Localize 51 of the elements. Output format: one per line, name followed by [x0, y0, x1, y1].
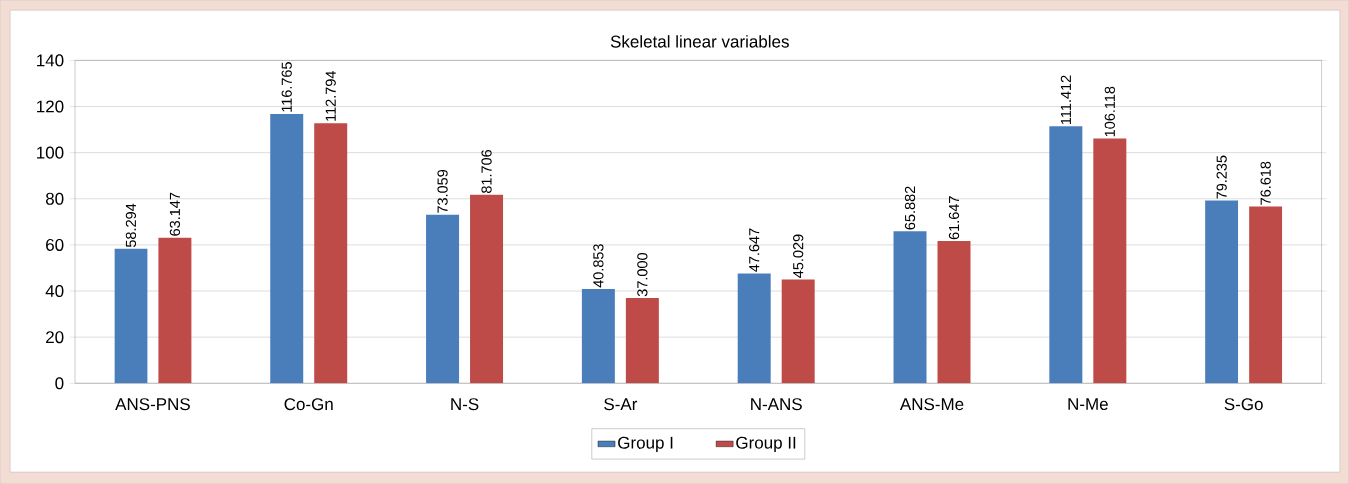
y-tick-label: 40: [45, 284, 64, 297]
bar: [937, 240, 971, 384]
legend-label: Group II: [736, 436, 796, 452]
bar: [781, 279, 815, 384]
x-tick-label: S-Ar: [604, 398, 638, 411]
bar: [737, 273, 771, 384]
data-label: 112.794: [325, 70, 336, 121]
bar: [270, 113, 304, 384]
bar: [114, 248, 148, 384]
bar: [893, 231, 927, 384]
data-label: 65.882: [904, 186, 916, 230]
data-label: 63.147: [169, 192, 181, 236]
x-tick-label: N-Me: [1068, 398, 1108, 410]
y-tick-label: 20: [46, 331, 64, 344]
bar: [470, 194, 504, 384]
data-label: 45.029: [793, 234, 804, 278]
y-tick-label: 60: [46, 238, 64, 251]
bar: [581, 288, 615, 384]
y-tick-label: 120: [37, 100, 64, 113]
bar: [158, 237, 192, 384]
data-label: 37.000: [637, 252, 648, 297]
y-tick-label: 80: [45, 192, 64, 205]
data-label: 73.059: [437, 169, 448, 213]
bar: [314, 123, 348, 384]
bar: [426, 214, 460, 384]
bar: [1205, 200, 1239, 384]
x-tick-label: S-Go: [1224, 398, 1263, 411]
data-label: 81.706: [481, 149, 492, 193]
y-tick-label: 100: [37, 146, 64, 159]
data-label: 76.618: [1260, 161, 1271, 205]
x-tick-label: ANS-PNS: [115, 398, 190, 411]
bar: [1249, 206, 1283, 384]
data-label: 116.765: [281, 61, 292, 112]
legend-label: Group I: [618, 436, 673, 452]
chart-title: Skeletal linear variables: [610, 35, 789, 48]
bar: [625, 297, 659, 384]
data-label: 61.647: [948, 196, 960, 240]
data-label: 106.118: [1104, 86, 1115, 137]
data-label: 58.294: [125, 203, 137, 247]
x-tick-label: ANS-Me: [899, 398, 964, 411]
y-tick-label: 0: [55, 377, 64, 390]
x-tick-label: N-ANS: [751, 398, 802, 411]
x-tick-label: N-S: [451, 398, 479, 411]
bar: [1093, 138, 1127, 384]
data-label: 47.647: [749, 228, 760, 272]
x-tick-label: Co-Gn: [284, 398, 333, 411]
bar: [1049, 126, 1083, 384]
data-label: 111.412: [1060, 75, 1071, 124]
data-label: 79.235: [1216, 155, 1227, 199]
data-label: 40.853: [593, 244, 604, 288]
y-tick-label: 140: [37, 54, 64, 67]
